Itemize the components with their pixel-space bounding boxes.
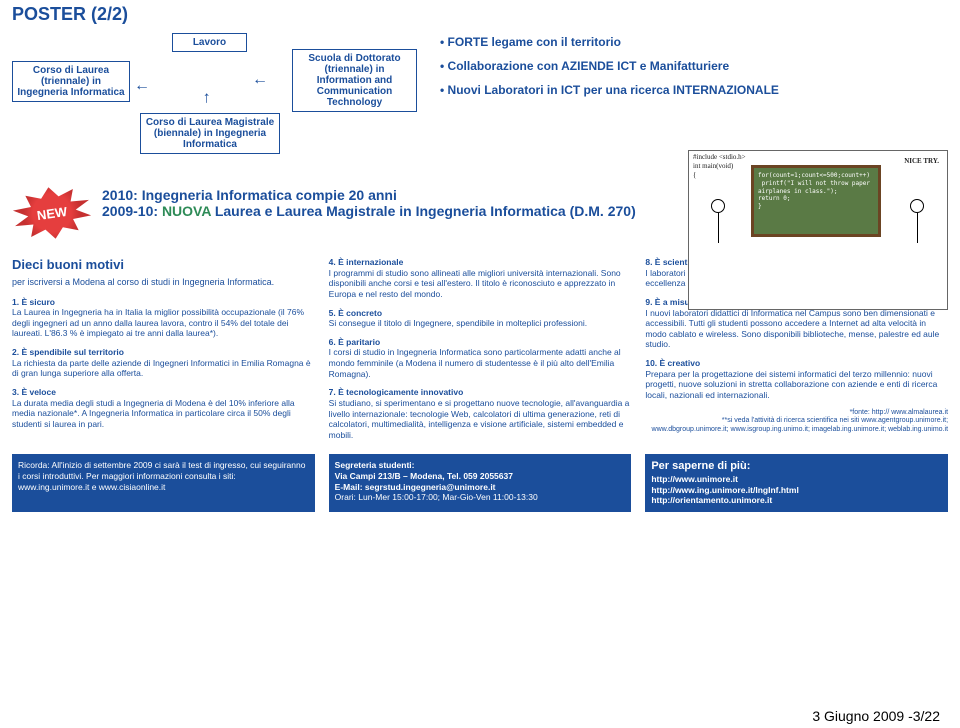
reason-2: 2. È spendibile sul territorioLa richies… bbox=[12, 347, 315, 379]
bottom-row: Ricorda: All'inizio di settembre 2009 ci… bbox=[0, 454, 960, 512]
box-title: Per saperne di più: bbox=[651, 460, 750, 472]
reason-body: La richiesta da parte delle aziende di I… bbox=[12, 358, 311, 379]
text-nuova: NUOVA bbox=[162, 203, 211, 219]
box-mail: E-Mail: segrstud.ingegneria@unimore.it bbox=[335, 482, 496, 492]
text-span: Laurea e Laurea Magistrale in Ingegneria… bbox=[211, 203, 636, 219]
mid-text: 2010: Ingegneria Informatica compie 20 a… bbox=[92, 187, 636, 239]
reasons-col-2: 4. È internazionaleI programmi di studio… bbox=[329, 257, 632, 448]
box-addr: Via Campi 213/B – Modena, Tel. 059 20556… bbox=[335, 471, 513, 481]
reason-title: 1. È sicuro bbox=[12, 297, 55, 307]
reason-title: 2. È spendibile sul territorio bbox=[12, 347, 124, 357]
comic-blackboard: for(count=1;count<=500;count++) printf("… bbox=[751, 165, 881, 237]
bottom-box-segreteria: Segreteria studenti: Via Campi 213/B – M… bbox=[329, 454, 632, 512]
page-title: POSTER (2/2) bbox=[0, 0, 960, 33]
reason-1: 1. È sicuroLa Laurea in Ingegneria ha in… bbox=[12, 297, 315, 340]
reason-6: 6. È paritarioI corsi di studio in Ingeg… bbox=[329, 337, 632, 380]
reason-body: I nuovi laboratori didattici di Informat… bbox=[645, 308, 939, 350]
reason-body: Si consegue il titolo di Ingegnere, spen… bbox=[329, 318, 587, 328]
reason-title: 3. È veloce bbox=[12, 387, 56, 397]
box-hours: Orari: Lun-Mer 15:00-17:00; Mar-Gio-Ven … bbox=[335, 492, 538, 502]
reason-7: 7. È tecnologicamente innovativoSi studi… bbox=[329, 387, 632, 440]
mid-line-2: 2009-10: NUOVA Laurea e Laurea Magistral… bbox=[102, 203, 636, 219]
stick-figure-icon bbox=[707, 199, 729, 263]
bullet-item: Nuovi Laboratori in ICT per una ricerca … bbox=[440, 81, 948, 99]
link-text: http://www.ing.unimore.it/IngInf.html bbox=[651, 485, 798, 495]
reason-title: 4. È internazionale bbox=[329, 257, 404, 267]
arrow-icon: ← bbox=[134, 77, 150, 95]
bullet-item: FORTE legame con il territorio bbox=[440, 33, 948, 51]
comic-nicetry: NICE TRY. bbox=[904, 157, 939, 166]
reason-body: La Laurea in Ingegneria ha in Italia la … bbox=[12, 307, 304, 338]
reason-10: 10. È creativoPrepara per la progettazio… bbox=[645, 358, 948, 401]
mid-line-1: 2010: Ingegneria Informatica compie 20 a… bbox=[102, 187, 636, 203]
reason-title: 10. È creativo bbox=[645, 358, 700, 368]
reasons-header: Dieci buoni motivi bbox=[12, 257, 315, 273]
text-span: 2009-10: bbox=[102, 203, 162, 219]
box-lavoro: Lavoro bbox=[172, 33, 247, 52]
box-title: Segreteria studenti: bbox=[335, 460, 415, 470]
reason-3: 3. È veloceLa durata media degli studi a… bbox=[12, 387, 315, 430]
link-text: http://orientamento.unimore.it bbox=[651, 495, 772, 505]
box-magistrale: Corso di Laurea Magistrale (biennale) in… bbox=[140, 113, 280, 154]
comic-code-top: #include <stdio.h> int main(void) { bbox=[693, 153, 746, 180]
box-dottorato: Scuola di Dottorato (triennale) in Infor… bbox=[292, 49, 417, 112]
reason-body: Prepara per la progettazione dei sistemi… bbox=[645, 369, 937, 400]
reason-title: 6. È paritario bbox=[329, 337, 381, 347]
reason-body: I corsi di studio in Ingegneria Informat… bbox=[329, 347, 621, 378]
arrow-icon: ← bbox=[252, 71, 268, 89]
bullet-item: Collaborazione con AZIENDE ICT e Manifat… bbox=[440, 57, 948, 75]
arrow-icon: ← bbox=[199, 90, 217, 106]
new-label: NEW bbox=[36, 203, 68, 222]
reason-5: 5. È concretoSi consegue il titolo di In… bbox=[329, 308, 632, 329]
box-triennale: Corso di Laurea (triennale) in Ingegneri… bbox=[12, 61, 130, 102]
footer-date: 3 Giugno 2009 -3/22 bbox=[812, 708, 940, 724]
reasons-col-1: Dieci buoni motivi per iscriversi a Mode… bbox=[12, 257, 315, 448]
fine-print: *fonte: http:// www.almalaurea.it **si v… bbox=[645, 409, 948, 435]
bottom-box-ricorda: Ricorda: All'inizio di settembre 2009 ci… bbox=[12, 454, 315, 512]
xkcd-comic: #include <stdio.h> int main(void) { NICE… bbox=[688, 150, 948, 310]
reasons-sub: per iscriversi a Modena al corso di stud… bbox=[12, 277, 315, 288]
course-diagram: Corso di Laurea (triennale) in Ingegneri… bbox=[12, 33, 432, 183]
link-text: http://www.unimore.it bbox=[651, 474, 738, 484]
reason-body: I programmi di studio sono allineati all… bbox=[329, 268, 621, 299]
reason-4: 4. È internazionaleI programmi di studio… bbox=[329, 257, 632, 300]
bottom-box-links: Per saperne di più: http://www.unimore.i… bbox=[645, 454, 948, 512]
reason-body: La durata media degli studi a Ingegneria… bbox=[12, 398, 295, 429]
new-badge: NEW bbox=[12, 187, 92, 239]
reason-body: Si studiano, si sperimentano e si proget… bbox=[329, 398, 630, 440]
stick-figure-icon bbox=[905, 199, 929, 263]
reason-title: 5. È concreto bbox=[329, 308, 382, 318]
reason-title: 7. È tecnologicamente innovativo bbox=[329, 387, 464, 397]
